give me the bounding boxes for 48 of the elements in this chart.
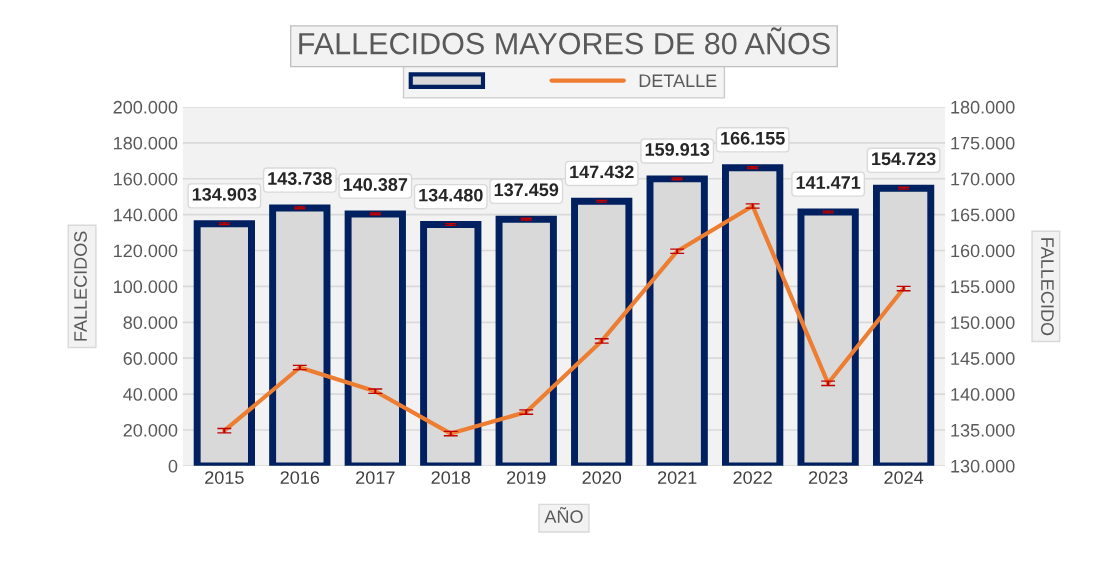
y-axis-title: FALLECIDOS [74,231,87,341]
data-label: 143.738 [268,172,332,185]
x-tick-label: 2021 [658,471,697,484]
x-tick-label: 2016 [280,471,320,484]
y-tick-label: 60.000 [123,352,178,365]
y-tick-label: 160.000 [114,172,178,186]
x-tick-label: 2020 [582,471,622,484]
data-label: 154.723 [872,152,936,166]
y-tick-label: 20.000 [123,423,178,437]
y2-tick-label: 180.000 [951,100,1015,114]
x-tick-label: 2017 [356,471,395,484]
x-tick-label: 2024 [884,471,924,484]
x-tick-label: 2023 [808,471,848,484]
x-tick-label: 2019 [507,471,546,484]
data-label: 134.480 [419,188,483,202]
y2-axis-title: FALLECIDO [1041,238,1054,336]
y2-tick-label: 145.000 [951,352,1015,365]
data-label: 134.903 [192,187,257,201]
y2-tick-label: 150.000 [951,316,1015,330]
y2-tick-label: 160.000 [951,244,1015,258]
y-tick-label: 140.000 [114,208,178,222]
y2-tick-label: 175.000 [951,136,1015,150]
y-tick-label: 180.000 [114,136,178,150]
y-tick-label: 100.000 [114,280,178,294]
y2-tick-label: 165.000 [951,208,1015,222]
line-series [222,203,906,436]
legend-label: DETALLE [639,74,717,87]
data-label: 141.471 [796,176,861,189]
y2-tick-label: 155.000 [951,280,1015,294]
data-label: 159.913 [645,143,710,156]
x-axis-title: AÑO [544,507,583,524]
x-tick-label: 2015 [205,471,244,484]
x-tick-label: 2022 [733,471,772,484]
y2-tick-label: 170.000 [951,172,1015,186]
y-tick-label: 0 [168,459,178,473]
data-label: 137.459 [494,183,559,197]
y2-tick-label: 140.000 [951,388,1015,401]
data-label: 147.432 [570,165,634,179]
data-label: 140.387 [343,178,408,191]
y2-tick-label: 135.000 [951,423,1015,437]
data-label: 166.155 [721,131,785,145]
y-tick-label: 40.000 [123,388,178,401]
y2-tick-label: 130.000 [951,459,1015,473]
y-tick-label: 120.000 [114,244,178,258]
y-tick-label: 80.000 [123,316,178,330]
x-tick-label: 2018 [431,471,471,484]
y-tick-label: 200.000 [113,100,178,114]
chart-title: FALLECIDOS MAYORES DE 80 AÑOS [299,27,830,55]
